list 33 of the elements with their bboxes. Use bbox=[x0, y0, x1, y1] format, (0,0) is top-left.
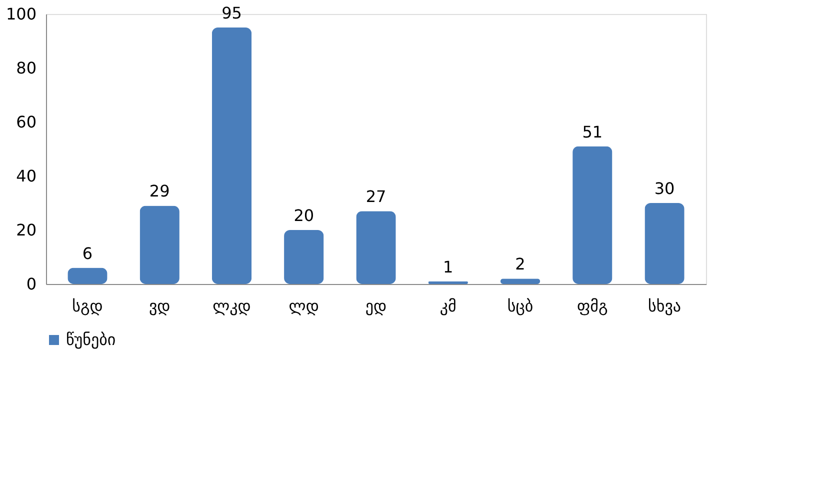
y-tick-label: 0 bbox=[26, 274, 36, 294]
data-label: 29 bbox=[149, 182, 170, 201]
x-tick-label: კმ bbox=[440, 296, 456, 316]
data-label: 6 bbox=[82, 244, 93, 263]
data-label: 20 bbox=[294, 206, 314, 225]
x-tick-label: ედ bbox=[365, 296, 387, 316]
bar bbox=[428, 281, 468, 284]
x-tick-label: სგდ bbox=[72, 296, 103, 316]
x-tick-label: ვდ bbox=[148, 296, 170, 316]
bar bbox=[572, 146, 612, 284]
x-tick-label: ფმგ bbox=[576, 296, 608, 316]
y-tick-label: 100 bbox=[6, 4, 36, 24]
data-label: 27 bbox=[366, 187, 386, 206]
bar bbox=[356, 211, 396, 284]
bar bbox=[68, 268, 108, 284]
y-tick-label: 20 bbox=[16, 220, 36, 240]
x-tick-label: სხვა bbox=[648, 296, 682, 316]
bar bbox=[644, 203, 684, 284]
legend-label: წუნები bbox=[66, 330, 116, 349]
bar bbox=[284, 230, 324, 284]
data-label: 1 bbox=[443, 257, 454, 276]
x-tick-label: ლდ bbox=[288, 296, 319, 316]
y-tick-label: 60 bbox=[16, 112, 36, 132]
data-label: 51 bbox=[582, 122, 603, 142]
bar bbox=[140, 206, 180, 284]
y-tick-label: 40 bbox=[16, 166, 36, 186]
data-label: 2 bbox=[515, 254, 526, 274]
x-tick-label: ლკდ bbox=[212, 296, 251, 316]
data-label: 95 bbox=[222, 4, 242, 22]
bar bbox=[212, 28, 252, 284]
y-tick-label: 80 bbox=[16, 58, 36, 78]
data-label: 30 bbox=[654, 179, 675, 198]
x-tick-label: სცბ bbox=[507, 296, 534, 316]
